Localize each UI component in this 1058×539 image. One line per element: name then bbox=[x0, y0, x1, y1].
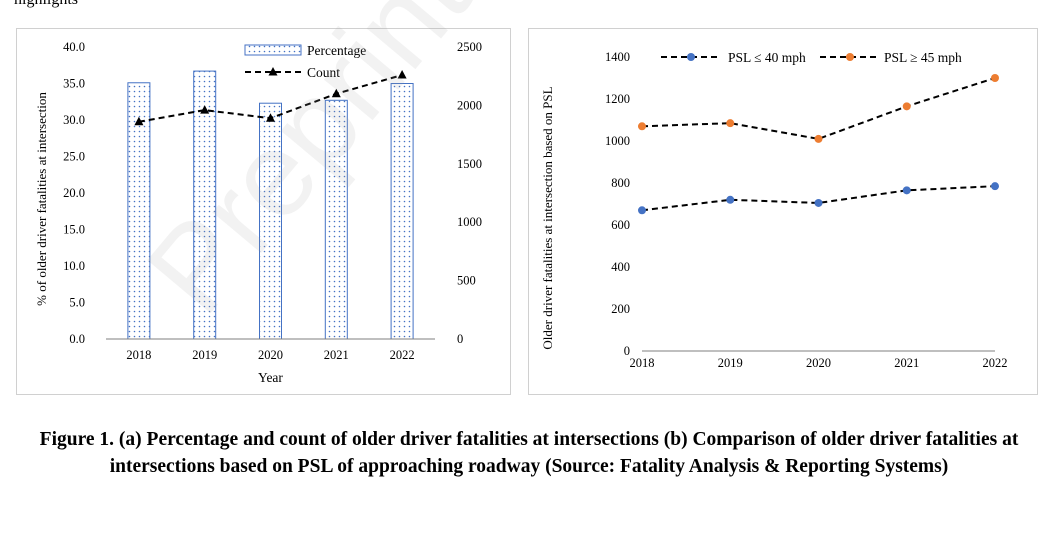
series-line-0 bbox=[641, 185, 996, 212]
x-tick-label: 2020 bbox=[258, 348, 283, 362]
y-tick-label: 1200 bbox=[605, 92, 630, 106]
y-tick-label: 400 bbox=[611, 260, 630, 274]
series-point-1 bbox=[902, 102, 911, 111]
bar bbox=[324, 99, 348, 340]
y-tick-label: 1000 bbox=[605, 134, 630, 148]
series-point-0 bbox=[814, 198, 823, 207]
y2-tick-label: 2000 bbox=[457, 98, 482, 112]
x-tick-label: 2020 bbox=[806, 356, 831, 370]
bar bbox=[390, 83, 414, 340]
count-marker bbox=[200, 105, 210, 114]
top-fragment-text: highlights bbox=[14, 0, 78, 9]
series-point-1 bbox=[814, 134, 823, 143]
y-tick-label: 30.0 bbox=[63, 113, 85, 127]
y-tick-label: 40.0 bbox=[63, 40, 85, 54]
y2-tick-label: 0 bbox=[457, 332, 463, 346]
count-marker bbox=[397, 70, 407, 79]
x-tick-label: 2022 bbox=[390, 348, 415, 362]
count-marker bbox=[266, 113, 275, 122]
y-tick-label: 5.0 bbox=[69, 296, 85, 310]
legend-label-1: PSL ≥ 45 mph bbox=[884, 50, 962, 65]
y-tick-label: 200 bbox=[611, 302, 630, 316]
series-point-1 bbox=[726, 119, 735, 128]
y-tick-label: 35.0 bbox=[63, 77, 85, 91]
count-marker bbox=[331, 88, 341, 98]
chart-a-panel: 0.0 5.0 10.0 15.0 20.0 25.0 30.0 35.0 40.0 0 500 10… bbox=[16, 28, 511, 395]
legend-percentage-label: Percentage bbox=[307, 43, 366, 58]
x-tick-label: 2019 bbox=[718, 356, 743, 370]
x-tick-label: 2021 bbox=[894, 356, 919, 370]
legend-percentage-swatch bbox=[244, 44, 302, 56]
y-tick-label: 600 bbox=[611, 218, 630, 232]
x-tick-label: 2021 bbox=[324, 348, 349, 362]
x-axis-label: Year bbox=[258, 370, 283, 385]
legend-count-label: Count bbox=[307, 65, 340, 80]
series-point-1 bbox=[638, 122, 646, 131]
y2-tick-label: 500 bbox=[457, 274, 476, 288]
series-point-0 bbox=[991, 182, 999, 191]
y-tick-label: 0.0 bbox=[69, 332, 85, 346]
y-tick-label: 20.0 bbox=[63, 186, 85, 200]
series-point-0 bbox=[726, 195, 735, 204]
y-tick-label: 1400 bbox=[605, 50, 630, 64]
y2-tick-label: 1500 bbox=[457, 157, 482, 171]
x-tick-label: 2022 bbox=[983, 356, 1008, 370]
y-tick-label: 15.0 bbox=[63, 223, 85, 237]
x-tick-label: 2019 bbox=[192, 348, 217, 362]
y-axis-label: % of older driver fatalities at intersec… bbox=[34, 92, 49, 306]
chart-b-panel: 0 200 400 600 800 1000 1200 1400 2018 2019 2020 202… bbox=[528, 28, 1038, 395]
series-point-1 bbox=[991, 74, 999, 82]
chart-a: 0.0 5.0 10.0 15.0 20.0 25.0 30.0 35.0 40.0 0 500 10… bbox=[34, 40, 482, 385]
x-tick-label: 2018 bbox=[630, 356, 655, 370]
y-axis-label: Older driver fatalities at intersection … bbox=[540, 86, 555, 349]
chart-b: 0 200 400 600 800 1000 1200 1400 2018 2019 2020 202… bbox=[540, 50, 1008, 370]
y-tick-label: 10.0 bbox=[63, 259, 85, 273]
series-point-0 bbox=[902, 186, 911, 195]
x-tick-label: 2018 bbox=[126, 348, 151, 362]
bar bbox=[259, 102, 282, 340]
figure-caption: Figure 1. (a) Percentage and count of ol… bbox=[39, 429, 1019, 477]
legend-marker-1 bbox=[846, 53, 854, 61]
y-tick-label: 25.0 bbox=[63, 150, 85, 164]
y2-tick-label: 1000 bbox=[457, 215, 482, 229]
legend-count-marker bbox=[268, 67, 278, 76]
series-point-0 bbox=[638, 206, 646, 215]
y-tick-label: 0 bbox=[624, 344, 630, 358]
top-text-fragment: highlights bbox=[0, 0, 90, 14]
y-tick-label: 800 bbox=[611, 176, 630, 190]
legend-marker-0 bbox=[687, 53, 695, 61]
y2-tick-label: 2500 bbox=[457, 40, 482, 54]
series-line-1 bbox=[641, 77, 996, 140]
legend-label-0: PSL ≤ 40 mph bbox=[728, 50, 806, 65]
count-marker bbox=[134, 116, 144, 126]
